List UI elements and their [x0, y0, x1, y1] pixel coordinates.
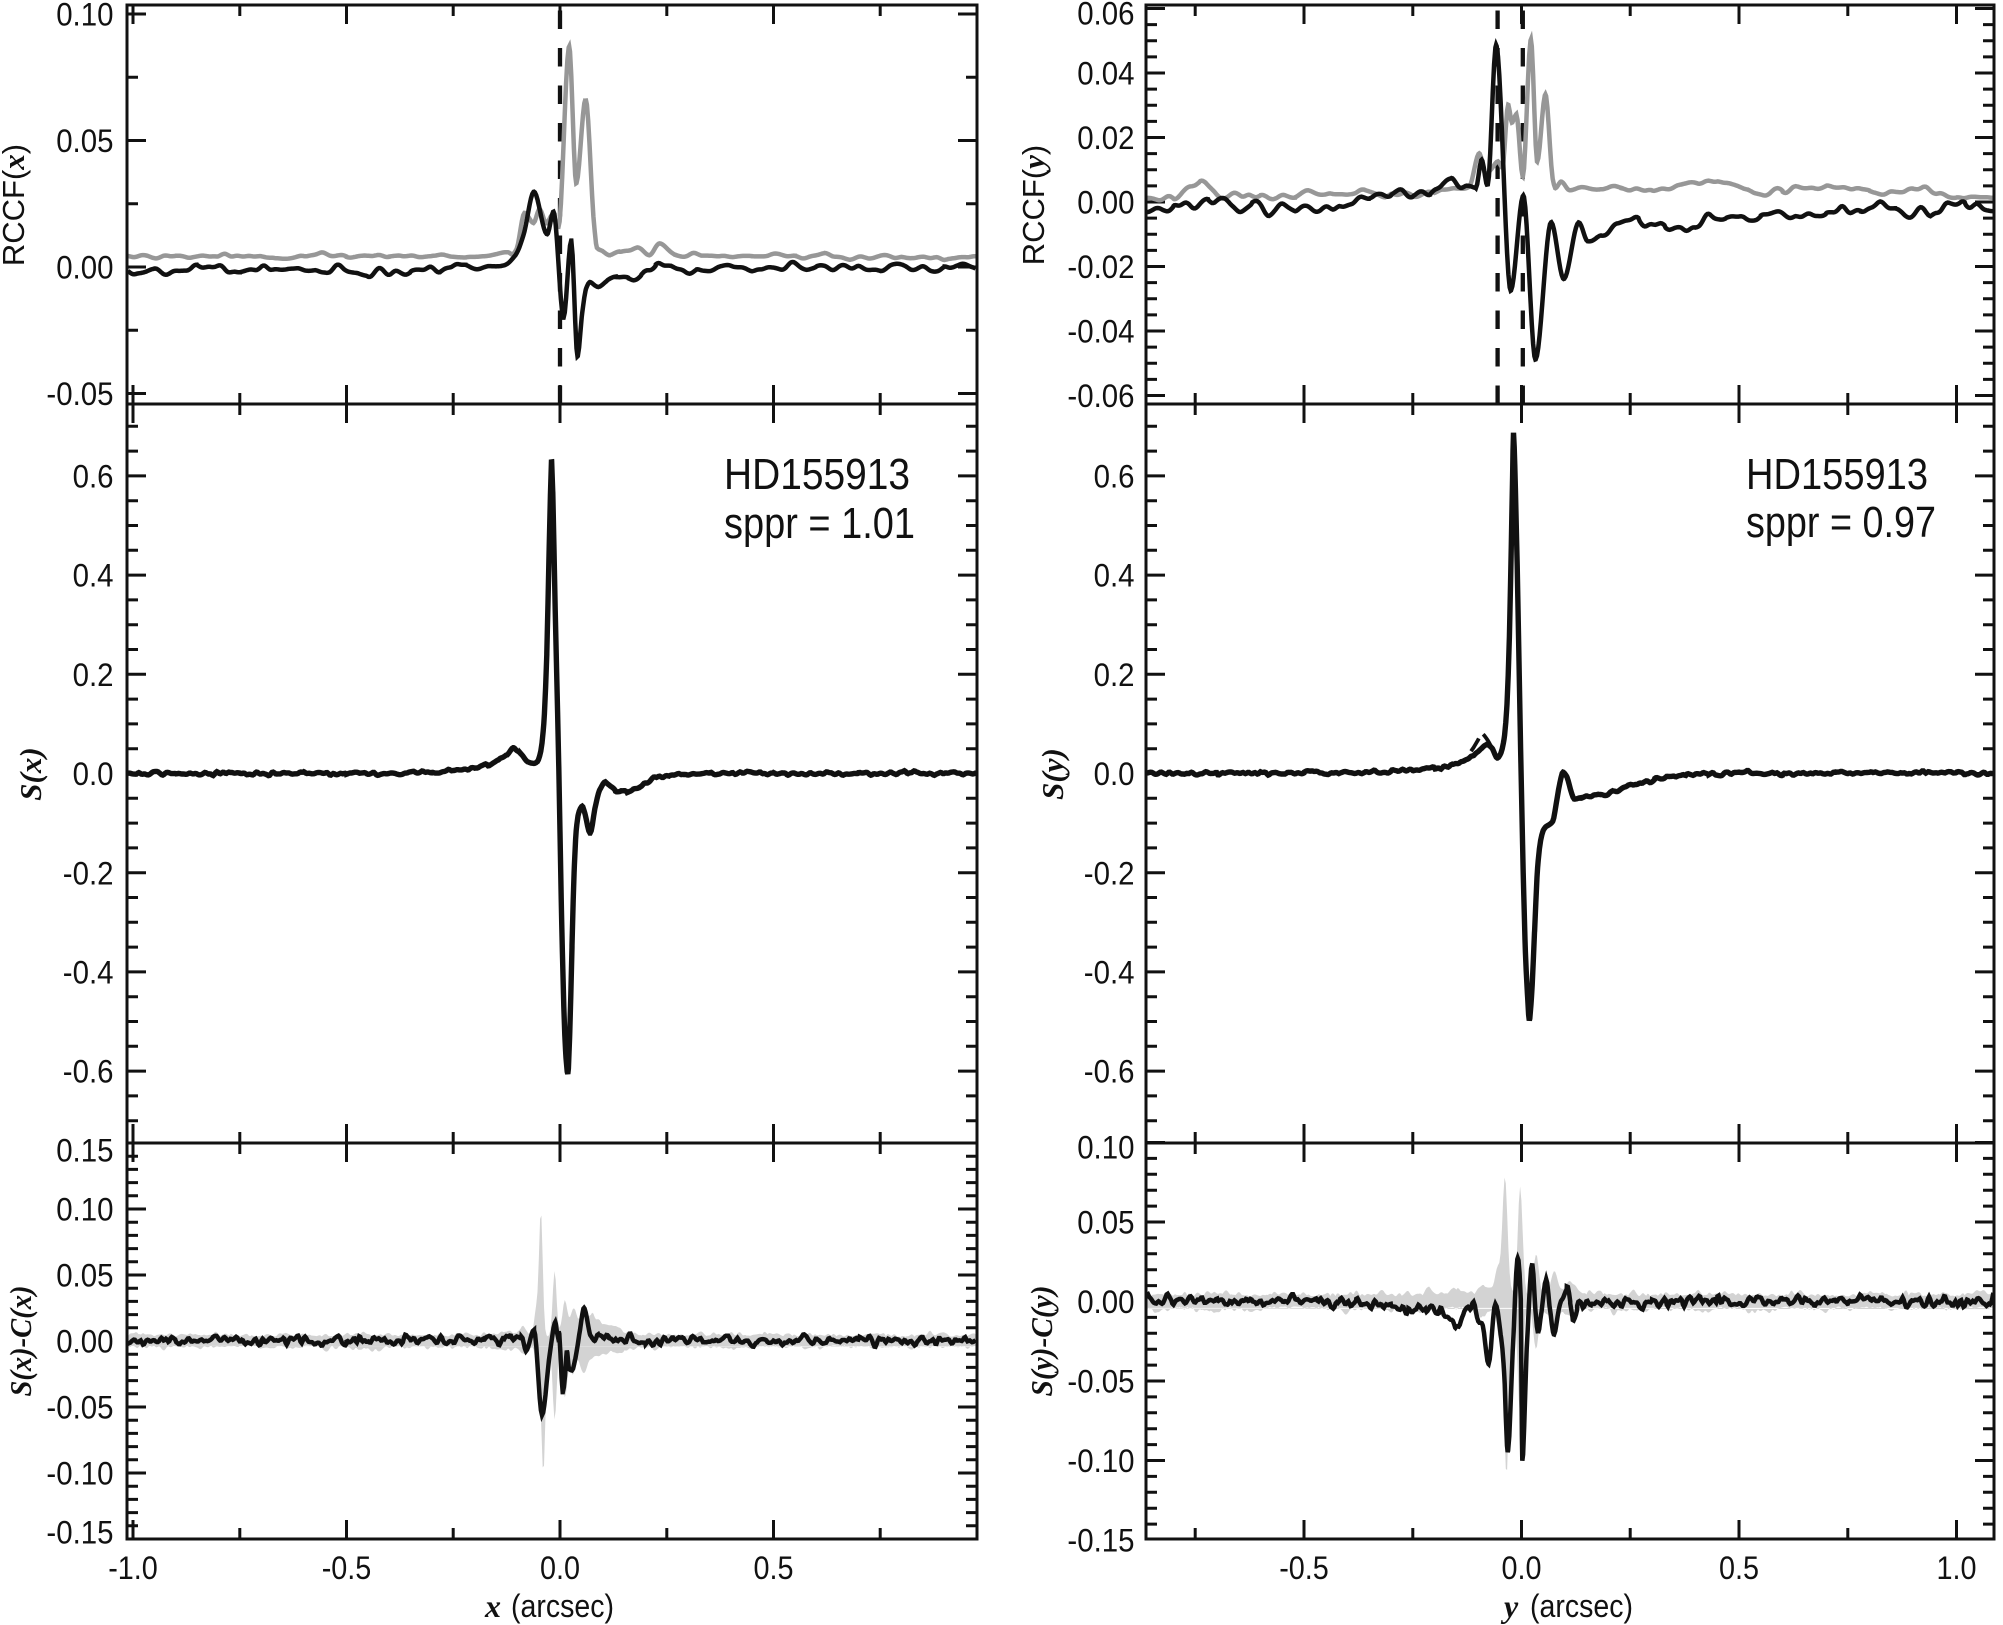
svg-text:0.0: 0.0 — [73, 756, 114, 792]
svg-text:-0.15: -0.15 — [46, 1515, 113, 1551]
svg-text:0.00: 0.00 — [1077, 185, 1134, 221]
svg-text:(arcsec): (arcsec) — [511, 1588, 614, 1624]
svg-text:0.4: 0.4 — [1094, 558, 1135, 594]
svg-text:0.10: 0.10 — [1077, 1130, 1134, 1166]
svg-text:0.15: 0.15 — [56, 1133, 113, 1169]
svg-text:0.0: 0.0 — [540, 1550, 580, 1586]
svg-text:0.2: 0.2 — [73, 657, 114, 693]
svg-text:HD155913: HD155913 — [724, 450, 910, 499]
svg-text:-0.05: -0.05 — [46, 376, 113, 412]
svg-text:S(y): S(y) — [1035, 748, 1070, 800]
svg-text:-0.05: -0.05 — [1067, 1364, 1134, 1400]
svg-text:0.10: 0.10 — [56, 0, 113, 33]
svg-text:0.5: 0.5 — [1719, 1550, 1759, 1586]
svg-text:0.10: 0.10 — [56, 1192, 113, 1228]
svg-text:-0.2: -0.2 — [1084, 855, 1135, 891]
svg-text:0.2: 0.2 — [1094, 657, 1135, 693]
svg-text:0.05: 0.05 — [56, 123, 113, 159]
svg-text:-1.0: -1.0 — [108, 1550, 158, 1586]
svg-text:S(y)-C(y): S(y)-C(y) — [1024, 1286, 1059, 1397]
svg-text:(arcsec): (arcsec) — [1530, 1588, 1633, 1624]
svg-text:-0.05: -0.05 — [46, 1390, 113, 1426]
svg-text:0.4: 0.4 — [73, 558, 114, 594]
svg-text:-0.5: -0.5 — [322, 1550, 372, 1586]
svg-text:0.00: 0.00 — [56, 250, 113, 286]
svg-text:0.04: 0.04 — [1077, 56, 1134, 92]
svg-text:sppr = 1.01: sppr = 1.01 — [724, 499, 915, 548]
svg-text:RCCF(x): RCCF(x) — [0, 144, 31, 266]
svg-text:0.00: 0.00 — [56, 1324, 113, 1360]
svg-text:-0.04: -0.04 — [1067, 314, 1134, 350]
svg-text:0.00: 0.00 — [1077, 1284, 1134, 1320]
svg-text:0.6: 0.6 — [73, 459, 114, 495]
svg-text:S(x)-C(x): S(x)-C(x) — [3, 1286, 38, 1397]
svg-text:-0.6: -0.6 — [1084, 1054, 1135, 1090]
svg-text:0.06: 0.06 — [1077, 0, 1134, 32]
svg-text:S(x): S(x) — [13, 747, 48, 800]
svg-text:0.05: 0.05 — [1077, 1205, 1134, 1241]
svg-text:-0.4: -0.4 — [63, 955, 114, 991]
svg-text:RCCF(y): RCCF(y) — [1016, 145, 1051, 266]
svg-text:-0.10: -0.10 — [46, 1456, 113, 1492]
svg-text:-0.06: -0.06 — [1067, 378, 1134, 414]
svg-text:-0.4: -0.4 — [1084, 955, 1135, 991]
svg-text:HD155913: HD155913 — [1746, 450, 1928, 499]
svg-text:1.0: 1.0 — [1937, 1550, 1977, 1586]
svg-text:-0.02: -0.02 — [1067, 249, 1134, 285]
svg-text:-0.6: -0.6 — [63, 1054, 114, 1090]
svg-text:-0.2: -0.2 — [63, 855, 114, 891]
svg-text:0.02: 0.02 — [1077, 120, 1134, 156]
svg-text:x: x — [484, 1588, 501, 1624]
svg-text:-0.15: -0.15 — [1067, 1523, 1134, 1559]
svg-text:0.0: 0.0 — [1094, 756, 1135, 792]
svg-text:0.0: 0.0 — [1502, 1550, 1542, 1586]
svg-text:0.6: 0.6 — [1094, 459, 1135, 495]
svg-text:0.05: 0.05 — [56, 1258, 113, 1294]
svg-text:0.5: 0.5 — [754, 1550, 794, 1586]
svg-text:y: y — [1500, 1588, 1519, 1624]
svg-text:-0.10: -0.10 — [1067, 1443, 1134, 1479]
svg-text:sppr = 0.97: sppr = 0.97 — [1746, 498, 1936, 547]
svg-text:-0.5: -0.5 — [1279, 1550, 1329, 1586]
